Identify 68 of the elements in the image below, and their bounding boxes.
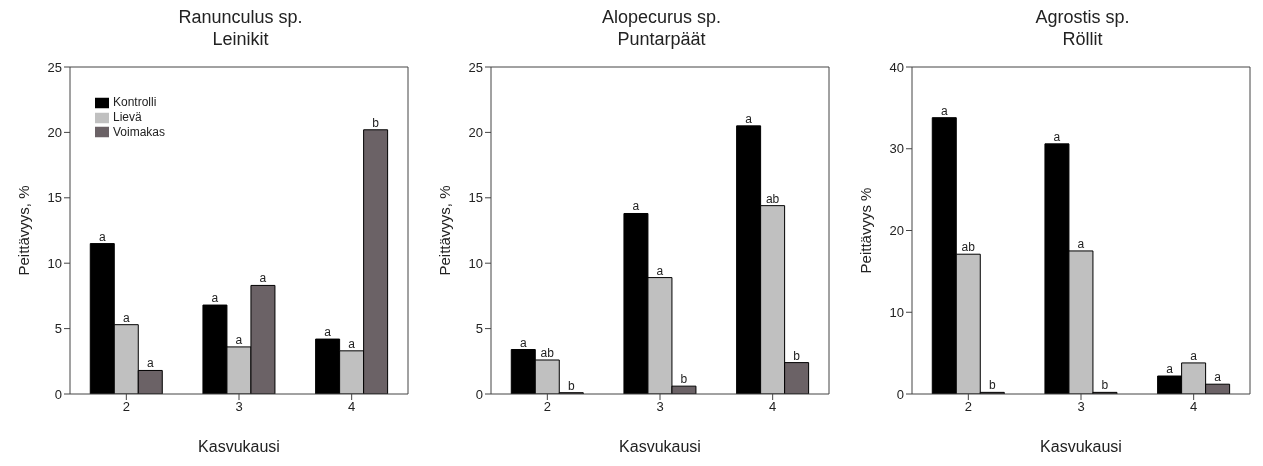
data-label: b: [793, 348, 801, 363]
data-label: a: [1166, 362, 1174, 377]
chart-subtitle: Puntarpäät: [616, 28, 707, 50]
x-tick-label: 3: [656, 399, 664, 415]
x-axis-title: Kasvukausi: [198, 438, 280, 455]
y-tick-label: 10: [889, 304, 904, 320]
data-label: a: [1077, 236, 1085, 251]
data-label: a: [940, 103, 948, 118]
y-tick-label: 30: [889, 141, 904, 157]
y-tick-label: 20: [889, 223, 904, 239]
y-tick-label: 25: [468, 59, 483, 75]
y-tick-label: 0: [54, 386, 62, 402]
data-label: a: [1053, 129, 1061, 144]
chart-subtitle: Röllit: [1061, 28, 1104, 50]
chart-title: Alopecurus sp.: [600, 6, 723, 28]
legend-label: Voimakas: [113, 124, 166, 139]
data-label: a: [324, 325, 332, 340]
x-tick-label: 4: [1190, 399, 1198, 415]
data-label: a: [745, 111, 753, 126]
x-tick-label: 3: [235, 399, 243, 415]
data-label: a: [98, 229, 106, 244]
chart-title: Agrostis sp.: [1034, 6, 1131, 28]
y-tick-label: 0: [475, 386, 483, 402]
y-tick-label: 15: [47, 190, 62, 206]
x-tick-label: 2: [122, 399, 130, 415]
y-axis-title: Peittävyys, %: [436, 185, 454, 276]
data-label: a: [235, 332, 243, 347]
x-tick-label: 2: [543, 399, 551, 415]
data-label: a: [1190, 348, 1198, 363]
y-tick-label: 20: [468, 125, 483, 141]
legend-label: Lievä: [113, 109, 142, 124]
x-axis-title: Kasvukausi: [619, 438, 701, 455]
data-label: a: [259, 271, 267, 286]
data-label: ab: [765, 191, 780, 206]
data-label: ab: [540, 345, 555, 360]
data-label: ab: [961, 240, 976, 255]
y-tick-label: 40: [889, 59, 904, 75]
data-label: a: [146, 356, 154, 371]
x-axis-title: Kasvukausi: [1040, 438, 1122, 455]
x-tick-label: 4: [769, 399, 777, 415]
y-tick-label: 20: [47, 125, 62, 141]
x-tick-label: 4: [348, 399, 356, 415]
chart-title: Ranunculus sp.: [177, 6, 304, 28]
data-label: b: [988, 378, 996, 393]
x-tick-label: 3: [1077, 399, 1085, 415]
data-label: b: [1101, 378, 1109, 393]
data-label: b: [680, 372, 688, 387]
data-label: a: [1214, 370, 1222, 385]
y-axis-title: Peittävyys %: [857, 187, 875, 274]
x-tick-label: 2: [964, 399, 972, 415]
data-label: a: [122, 310, 130, 325]
y-axis-title: Peittävyys, %: [15, 185, 33, 276]
y-tick-label: 15: [468, 190, 483, 206]
y-tick-label: 10: [47, 255, 62, 271]
data-label: a: [211, 291, 219, 306]
data-label: a: [519, 335, 527, 350]
y-tick-label: 10: [468, 255, 483, 271]
data-label: a: [632, 199, 640, 214]
y-tick-label: 5: [54, 321, 62, 337]
y-tick-label: 25: [47, 59, 62, 75]
legend-label: Kontrolli: [113, 95, 157, 109]
data-label: b: [567, 378, 575, 393]
chart-subtitle: Leinikit: [211, 28, 270, 50]
data-label: a: [656, 263, 664, 278]
data-label: b: [372, 115, 380, 130]
y-tick-label: 0: [896, 386, 904, 402]
data-label: a: [348, 336, 356, 351]
y-tick-label: 5: [475, 321, 483, 337]
